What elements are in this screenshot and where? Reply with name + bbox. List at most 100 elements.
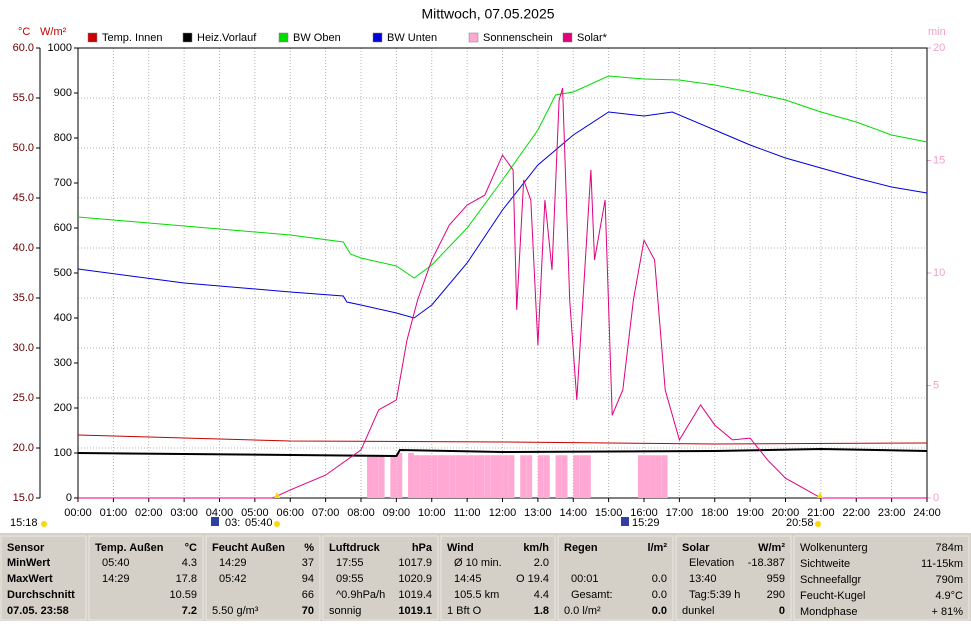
sunshine-bar (573, 455, 580, 498)
row-label: MaxWert (7, 573, 53, 585)
y-tick-label: 40.0 (13, 242, 34, 254)
panel-title: Regen (564, 542, 598, 554)
legend-swatch (468, 32, 479, 43)
panel-unit: % (304, 542, 314, 554)
row-value: 37 (302, 557, 314, 569)
x-tick-label: 22:00 (842, 507, 870, 519)
y2-tick-label: 700 (54, 177, 72, 189)
sunshine-bar (637, 455, 644, 498)
panel-title: Feucht Außen (212, 542, 285, 554)
row-label: Tag:5:39 h (689, 589, 740, 601)
legend-swatch (87, 32, 98, 43)
x-tick-label: 12:00 (489, 507, 517, 519)
y-tick-label: 25.0 (13, 392, 34, 404)
row-value: 4.3 (182, 557, 197, 569)
moon-icon (621, 517, 629, 526)
annotation: 20:58 (786, 517, 814, 529)
sunshine-bar (644, 455, 650, 498)
series-line (77, 434, 928, 445)
x-tick-label: 15:00 (595, 507, 623, 519)
sunshine-bar (490, 455, 497, 498)
row-value: 1.8 (534, 605, 549, 617)
sun-marker (274, 492, 280, 498)
x-tick-label: 19:00 (736, 507, 764, 519)
row-label: 07.05. 23:58 (7, 605, 69, 617)
x-tick-label: 01:00 (100, 507, 128, 519)
panel-title: Wind (447, 542, 474, 554)
y-tick-label: 15.0 (13, 492, 34, 504)
sunshine-bar (584, 455, 591, 498)
row-label: Schneefallgr (800, 574, 861, 586)
sunshine-bar (431, 455, 438, 498)
row-label: sonnig (329, 605, 361, 617)
row-value: 1019.1 (398, 605, 432, 617)
sunshine-bar (661, 455, 668, 498)
sunshine-bar (496, 455, 503, 498)
moon-icon (211, 517, 219, 526)
row-value: + 81% (932, 606, 964, 618)
x-tick-label: 00:00 (64, 507, 92, 519)
row-value: 11-15km (921, 558, 963, 570)
row-label: Ø 10 min. (454, 557, 502, 569)
y3-axis-label: min (928, 26, 946, 38)
sun-icon (815, 521, 821, 527)
row-label: 5.50 g/m³ (212, 605, 259, 617)
y2-tick-label: 0 (66, 492, 72, 504)
y-tick-label: 45.0 (13, 192, 34, 204)
y3-tick-label: 0 (933, 492, 939, 504)
stats-panel (675, 535, 792, 621)
sun-icon (41, 521, 47, 527)
row-label: Elevation (689, 557, 734, 569)
row-label: Feucht-Kugel (800, 590, 865, 602)
legend-swatch (182, 32, 193, 43)
row-value: 0.0 (652, 589, 667, 601)
chart-title: Mittwoch, 07.05.2025 (421, 6, 554, 22)
y2-tick-label: 200 (54, 402, 72, 414)
sunshine-bar (414, 455, 420, 498)
sunshine-bar (467, 455, 474, 498)
sunshine-bar (367, 455, 373, 498)
row-value: 94 (302, 573, 314, 585)
sunshine-bar (455, 455, 462, 498)
row-label: 17:55 (336, 557, 364, 569)
x-tick-label: 18:00 (701, 507, 729, 519)
y2-tick-label: 400 (54, 312, 72, 324)
row-value: 7.2 (182, 605, 197, 617)
row-value: 4.4 (534, 589, 549, 601)
y3-tick-label: 5 (933, 379, 939, 391)
row-value: 1019.4 (398, 589, 432, 601)
row-value: 784m (935, 542, 963, 554)
y-axis-label: °C (18, 26, 30, 38)
sunshine-bar (408, 453, 414, 498)
sunshine-bar (650, 455, 656, 498)
y3-tick-label: 15 (933, 154, 945, 166)
sun-icon (274, 521, 280, 527)
series-line (78, 87, 927, 499)
legend-label: BW Oben (293, 32, 341, 44)
row-label: 14:29 (219, 557, 247, 569)
x-tick-label: 02:00 (135, 507, 163, 519)
row-value: 66 (302, 589, 314, 601)
x-tick-label: 03:00 (170, 507, 198, 519)
annotation: 05:40 (245, 517, 273, 529)
y2-axis-label: W/m² (40, 26, 67, 38)
legend-label: Temp. Innen (102, 32, 163, 44)
row-label: 05:40 (102, 557, 130, 569)
y-tick-label: 20.0 (13, 442, 34, 454)
stats-panel (88, 535, 204, 621)
sunshine-bar (396, 453, 403, 498)
panel-title: Luftdruck (329, 542, 381, 554)
row-value: O 19.4 (516, 573, 549, 585)
y-tick-label: 60.0 (13, 42, 34, 54)
sunshine-bar (478, 455, 485, 498)
sun-marker (817, 492, 823, 498)
row-value: 959 (767, 573, 785, 585)
row-label: 05:42 (219, 573, 247, 585)
panel-unit: km/h (523, 542, 549, 554)
sunshine-bar (484, 455, 491, 498)
row-value: 2.0 (534, 557, 549, 569)
x-tick-label: 16:00 (630, 507, 658, 519)
y2-tick-label: 1000 (48, 42, 72, 54)
x-tick-label: 08:00 (347, 507, 375, 519)
